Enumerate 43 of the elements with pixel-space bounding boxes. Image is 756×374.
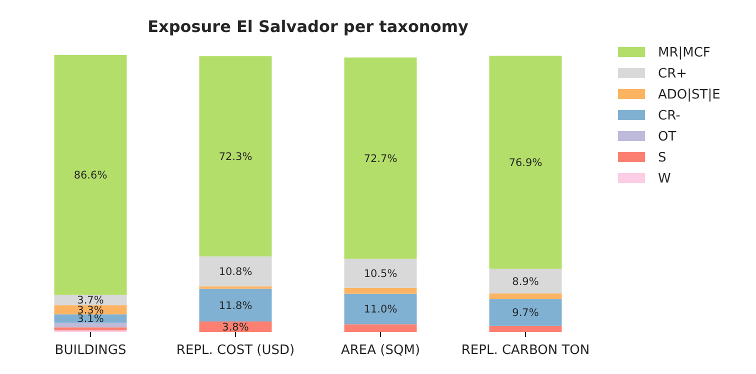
data-label: 11.8%	[218, 300, 252, 312]
data-label: 3.8%	[222, 321, 249, 334]
bar	[344, 294, 417, 324]
bar	[344, 288, 417, 294]
data-label: 76.9%	[508, 157, 542, 170]
bar	[199, 288, 272, 322]
bar	[344, 324, 417, 332]
bar	[489, 293, 562, 300]
data-label: 72.3%	[218, 150, 252, 163]
legend-label: ADO|ST|E	[658, 88, 720, 103]
bar	[489, 56, 562, 269]
bar	[54, 305, 127, 314]
legend-label: CR+	[658, 66, 688, 82]
legend-label: MR|MCF	[658, 46, 710, 61]
data-label: 3.1%	[77, 313, 104, 326]
data-label: 9.7%	[512, 307, 539, 320]
legend-label: CR-	[658, 108, 681, 124]
data-label: 86.6%	[74, 170, 108, 182]
bar	[54, 322, 127, 328]
chart-title: Exposure El Salvador per taxonomy	[148, 17, 469, 36]
data-label: 8.9%	[512, 276, 539, 288]
bar	[54, 55, 127, 295]
bar	[489, 326, 562, 332]
legend-label: W	[658, 172, 671, 187]
x-tick-label: AREA (SQM)	[340, 343, 420, 358]
legend-label: S	[658, 150, 666, 166]
x-tick-label: REPL. COST (USD)	[176, 343, 295, 358]
bar	[54, 327, 127, 330]
data-label: 11.0%	[364, 304, 398, 316]
legend-label: OT	[658, 130, 676, 145]
bar	[344, 57, 417, 259]
bar	[344, 258, 417, 288]
x-tick-label: BUILDINGS	[54, 343, 126, 358]
data-label: 72.7%	[364, 152, 398, 165]
bar	[489, 268, 562, 294]
bar	[199, 286, 272, 289]
data-label: 10.5%	[364, 268, 398, 280]
x-tick-label: REPL. CARBON TON	[461, 343, 590, 358]
data-label: 10.8%	[218, 266, 252, 278]
bar	[199, 256, 272, 286]
bar	[489, 299, 562, 326]
bar	[199, 56, 272, 256]
data-label: 3.7%	[77, 294, 104, 307]
